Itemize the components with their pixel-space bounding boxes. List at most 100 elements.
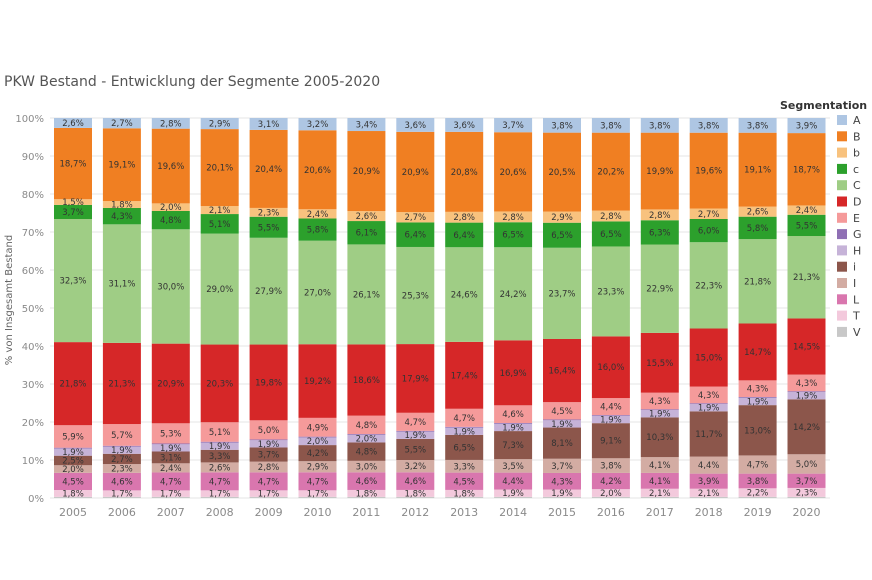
- bar-segment-L-2019: [738, 473, 777, 489]
- bar-segment-B-2005: [54, 127, 92, 200]
- y-tick-label: 100%: [15, 114, 44, 125]
- bar-segment-H-2016: [591, 415, 630, 424]
- data-label: 19,6%: [157, 162, 184, 172]
- bar-segment-I-2009: [249, 461, 288, 473]
- data-label: 4,3%: [111, 212, 133, 222]
- data-label: 20,6%: [500, 168, 527, 178]
- x-tick-label: 2016: [597, 506, 625, 519]
- data-label: 6,5%: [502, 231, 524, 241]
- data-label: 4,3%: [649, 397, 671, 407]
- y-axis-ticks: 0% 10% 20% 30% 40% 50% 60% 70% 80% 90% 100%: [15, 114, 44, 505]
- bar-segment-E-2007: [151, 423, 190, 444]
- data-label: 2,2%: [747, 489, 769, 499]
- bar-segment-G-2010: [298, 436, 337, 438]
- legend-title: Segmentation: [780, 99, 867, 112]
- data-label: 3,1%: [160, 453, 182, 463]
- bar-segment-G-2011: [347, 434, 386, 435]
- data-label: 23,3%: [597, 287, 624, 297]
- legend-swatch-L: [837, 294, 847, 305]
- x-tick-label: 2020: [793, 506, 821, 519]
- bar-segment-C-2020: [787, 236, 826, 319]
- data-label: 2,6%: [62, 119, 84, 129]
- data-label: 19,2%: [304, 377, 331, 387]
- bar-segment-c-2010: [298, 218, 337, 241]
- data-label: 3,6%: [404, 121, 426, 131]
- data-label: 2,7%: [111, 119, 133, 129]
- bar-segment-b-2005: [54, 199, 92, 205]
- bar-segment-T-2013: [445, 489, 484, 497]
- x-tick-label: 2019: [744, 506, 772, 519]
- bar-segment-c-2007: [151, 210, 190, 230]
- bar-segment-T-2005: [54, 489, 92, 497]
- data-label: 18,7%: [793, 165, 820, 175]
- data-label: 1,9%: [404, 431, 426, 441]
- data-label: 3,3%: [453, 462, 475, 472]
- bar-segment-E-2016: [591, 398, 630, 416]
- data-label: 2,5%: [62, 456, 84, 466]
- bar-segment-T-2011: [347, 489, 386, 497]
- data-labels: 1,8%4,5%2,0%2,5%1,9%5,9%21,8%32,3%3,7%1,…: [59, 119, 820, 500]
- bar-segment-H-2020: [787, 391, 826, 400]
- bar-segment-D-2015: [543, 338, 581, 403]
- bar-segment-A-2010: [298, 118, 337, 131]
- data-label: 4,5%: [551, 407, 573, 417]
- data-label: 2,8%: [502, 213, 524, 223]
- data-label: 2,8%: [258, 463, 280, 473]
- data-label: 1,9%: [160, 444, 182, 454]
- bar-segment-B-2015: [543, 132, 581, 212]
- bar-segment-i-2006: [102, 453, 141, 465]
- bar-segment-G-2013: [445, 426, 484, 428]
- data-label: 20,8%: [451, 168, 478, 178]
- y-tick-label: 70%: [22, 228, 44, 239]
- data-label: 2,3%: [258, 208, 280, 218]
- data-label: 4,7%: [160, 477, 182, 487]
- legend-label-E: E: [853, 212, 860, 225]
- data-label: 2,9%: [551, 213, 573, 223]
- bar-segment-T-2010: [298, 490, 337, 497]
- bar-segment-D-2008: [200, 344, 239, 423]
- bar-segment-L-2009: [249, 472, 288, 491]
- data-label: 26,1%: [353, 290, 380, 300]
- data-label: 19,9%: [646, 167, 673, 177]
- legend-label-T: T: [852, 310, 860, 323]
- bar-segment-L-2017: [640, 472, 679, 489]
- data-label: 1,8%: [111, 201, 133, 211]
- x-tick-label: 2009: [255, 506, 283, 519]
- bar-segment-D-2020: [787, 318, 826, 375]
- bar-segment-B-2016: [591, 132, 630, 211]
- data-label: 2,7%: [698, 210, 720, 220]
- data-label: 17,9%: [402, 374, 429, 384]
- data-label: 4,2%: [307, 449, 329, 459]
- bar-segment-V-2011: [347, 496, 386, 498]
- bar-segment-G-2017: [640, 409, 679, 411]
- data-label: 2,6%: [209, 463, 231, 473]
- bar-segment-G-2008: [200, 441, 239, 443]
- data-label: 2,3%: [111, 464, 133, 474]
- y-tick-label: 30%: [22, 380, 44, 391]
- data-label: 3,8%: [747, 477, 769, 487]
- legend-label-G: G: [853, 228, 862, 241]
- bar-segment-A-2007: [151, 118, 190, 129]
- bars: [54, 118, 826, 498]
- legend-label-D: D: [853, 196, 861, 209]
- bar-segment-C-2014: [494, 247, 533, 341]
- x-tick-label: 2005: [59, 506, 87, 519]
- y-tick-label: 90%: [22, 152, 44, 163]
- data-label: 21,3%: [108, 379, 135, 389]
- bar-segment-I-2018: [689, 456, 728, 474]
- data-label: 4,6%: [356, 477, 378, 487]
- data-label: 20,9%: [157, 379, 184, 389]
- bar-segment-B-2007: [151, 128, 190, 204]
- data-label: 4,8%: [356, 421, 378, 431]
- data-label: 16,4%: [548, 367, 575, 377]
- y-tick-label: 80%: [22, 190, 44, 201]
- bar-segment-i-2019: [738, 405, 777, 456]
- bar-segment-b-2018: [689, 208, 728, 219]
- bar-segment-T-2008: [200, 490, 239, 497]
- data-label: 16,0%: [597, 363, 624, 373]
- bar-segment-C-2017: [640, 244, 679, 333]
- bar-segment-T-2014: [494, 489, 533, 497]
- data-label: 3,3%: [209, 452, 231, 462]
